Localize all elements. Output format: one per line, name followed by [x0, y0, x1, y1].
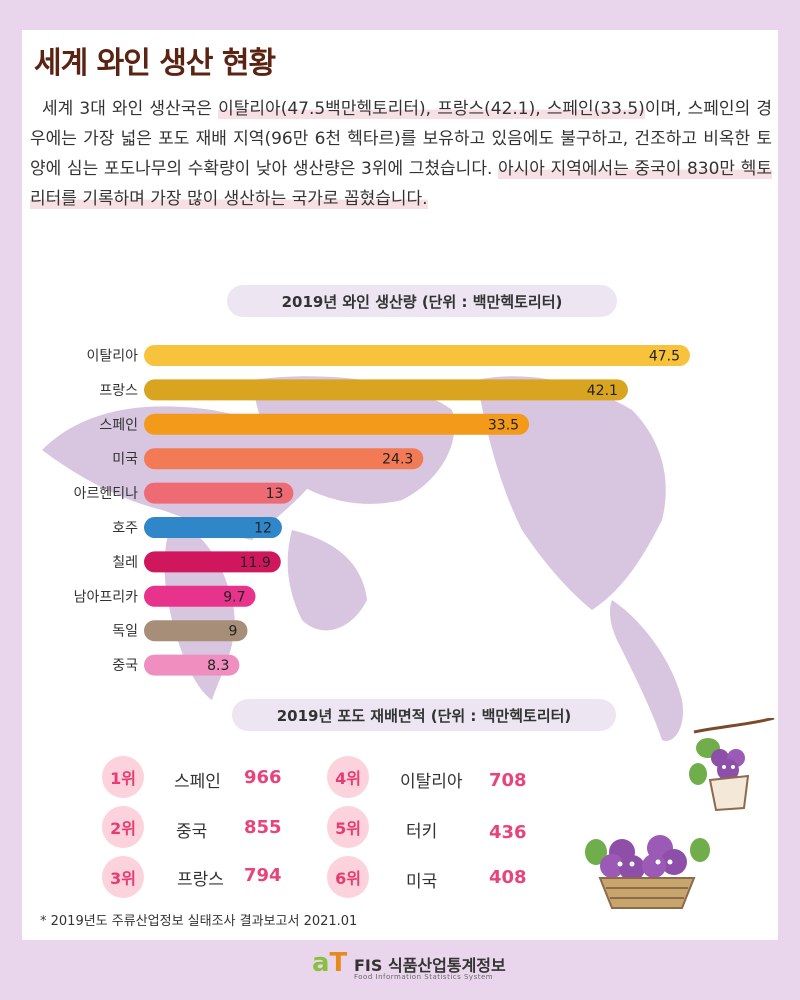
bar [144, 482, 294, 504]
area-title: 2019년 포도 재배면적 (단위 : 백만헥토리터) [232, 699, 616, 731]
category-label: 스페인 [99, 417, 138, 433]
category-label: 이탈리아 [86, 349, 138, 365]
bar [144, 620, 248, 642]
value-label: 12 [254, 521, 272, 537]
infographic-card: 세계 와인 생산 현황 세계 3대 와인 생산국은 이탈리아(47.5백만헥토리… [22, 30, 778, 940]
intro-text-1: 세계 3대 와인 생산국은 [42, 99, 219, 119]
rank-country: 프랑스 [177, 870, 224, 890]
category-label: 중국 [112, 658, 138, 674]
grape-basket-characters-icon [585, 835, 710, 909]
bar [144, 517, 282, 538]
category-label: 독일 [112, 624, 138, 640]
rank-badge: 3위 [102, 856, 144, 898]
value-label: 42.1 [587, 383, 618, 399]
fis-logo-icon: aT [312, 948, 348, 978]
hanging-grape-character-icon [689, 718, 775, 812]
value-label: 9 [229, 624, 238, 640]
footer: aT FIS 식품산업통계정보 Food Information Statist… [0, 948, 800, 988]
value-label: 13 [266, 486, 284, 502]
category-label: 미국 [112, 452, 138, 468]
footer-logo-subtitle: Food Information Statistics System [354, 973, 494, 981]
bar [144, 654, 240, 676]
bar [144, 551, 281, 573]
rank-badge: 1위 [102, 756, 144, 798]
bar [144, 585, 256, 607]
rank-country: 터키 [406, 822, 438, 842]
rank-badge: 6위 [327, 856, 369, 898]
bar [144, 448, 424, 470]
rank-badge: 4위 [327, 756, 369, 798]
production-bar-chart: 이탈리아 47.5 프랑스 42.1 스페인 33.5 미국 24.3 아르헨티나 13 호주 12 칠… [74, 345, 690, 676]
rank-badge: 5위 [327, 806, 369, 848]
footer-logo-name: FIS 식품산업통계정보 [354, 956, 506, 975]
footnote: * 2019년도 주류산업정보 실태조사 결과보고서 2021.01 [40, 914, 358, 929]
rank-value: 708 [489, 770, 527, 791]
value-label: 9.7 [223, 589, 245, 605]
rank-value: 966 [244, 767, 282, 788]
page-title: 세계 와인 생산 현황 [34, 46, 276, 81]
rank-country: 중국 [176, 822, 208, 842]
rank-value: 855 [244, 817, 282, 838]
bar [144, 413, 530, 435]
value-label: 11.9 [240, 555, 271, 571]
rank-value: 794 [244, 865, 282, 886]
value-label: 24.3 [382, 452, 413, 468]
value-label: 47.5 [649, 349, 680, 365]
rank-country: 미국 [406, 872, 438, 892]
category-label: 남아프리카 [74, 589, 139, 605]
rank-value: 436 [489, 822, 527, 843]
category-label: 프랑스 [99, 383, 138, 399]
value-label: 8.3 [207, 658, 229, 674]
bar [144, 345, 690, 366]
intro-paragraph: 세계 3대 와인 생산국은 이탈리아(47.5백만헥토리터), 프랑스(42.1… [30, 94, 772, 214]
rank-value: 408 [489, 867, 527, 888]
category-label: 칠레 [112, 555, 138, 571]
bar [144, 379, 628, 401]
intro-highlight-1: 이탈리아(47.5백만헥토리터), 프랑스(42.1), 스페인(33.5) [218, 99, 645, 119]
rank-badge: 2위 [102, 806, 144, 848]
rank-country: 이탈리아 [400, 772, 463, 792]
category-label: 호주 [112, 521, 138, 537]
chart-title: 2019년 와인 생산량 (단위 : 백만헥토리터) [227, 285, 617, 317]
value-label: 33.5 [488, 417, 519, 433]
rank-country: 스페인 [174, 772, 221, 792]
category-label: 아르헨티나 [74, 486, 139, 502]
intro-text-2: 이며, 스페인의 경우에는 가장 넓은 포도 재배 지역(96만 6천 헥타르)… [30, 99, 772, 179]
